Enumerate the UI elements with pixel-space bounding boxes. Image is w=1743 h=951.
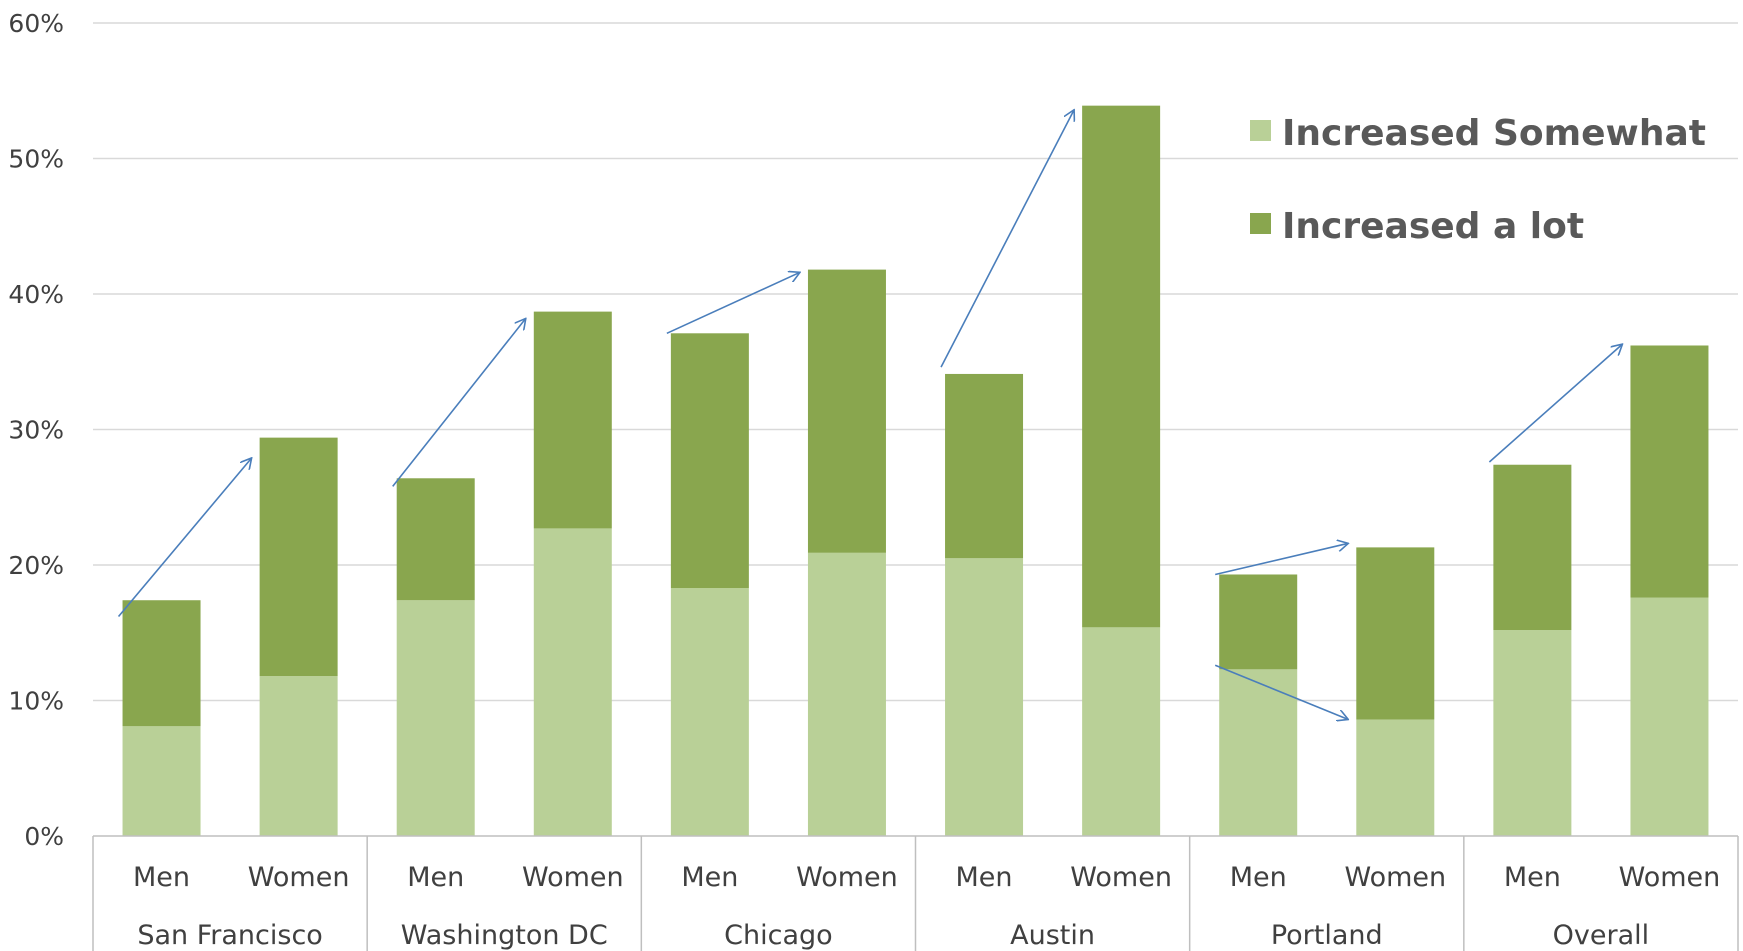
bar-segment-increased-somewhat [1219, 669, 1298, 836]
y-tick-label: 20% [8, 551, 64, 580]
group-label: Austin [1010, 920, 1095, 951]
bar-segment-increased-a-lot [1219, 574, 1298, 670]
x-tick-label-women: Women [1619, 862, 1721, 893]
y-tick-label: 60% [8, 9, 64, 38]
bar-segment-increased-a-lot [533, 311, 612, 529]
legend-label-increased-somewhat: Increased Somewhat [1282, 113, 1706, 154]
bar-segment-increased-a-lot [1356, 547, 1435, 720]
y-tick-label: 10% [8, 687, 64, 716]
y-tick-label: 0% [24, 822, 64, 851]
trend-arrow [1214, 664, 1348, 719]
bar-segment-increased-a-lot [1493, 464, 1572, 631]
bar-segment-increased-a-lot [945, 373, 1024, 559]
x-tick-label-women: Women [796, 862, 898, 893]
y-tick-label: 30% [8, 416, 64, 445]
legend-swatch-increased-somewhat [1250, 120, 1271, 141]
x-tick-label-men: Men [1230, 862, 1287, 893]
x-axis: Men Women San Francisco Men Women Washington … [92, 835, 1739, 951]
group-label: Washington DC [401, 920, 608, 951]
bar-segment-increased-somewhat [1356, 719, 1435, 836]
x-tick-label-men: Men [681, 862, 738, 893]
bar-segment-increased-somewhat [670, 588, 749, 836]
x-tick-label-women: Women [522, 862, 624, 893]
bar-segment-increased-somewhat [945, 558, 1024, 836]
bar-segment-increased-somewhat [1082, 627, 1161, 836]
bar-segment-increased-somewhat [396, 600, 475, 836]
x-tick-label-women: Women [1344, 862, 1446, 893]
x-tick-label-men: Men [956, 862, 1013, 893]
bar-segment-increased-a-lot [396, 478, 475, 601]
bar-segment-increased-a-lot [122, 600, 201, 727]
trend-arrow [1488, 344, 1622, 463]
group-label: San Francisco [137, 920, 322, 951]
bar-segment-increased-somewhat [807, 552, 886, 836]
x-tick-label-women: Women [1070, 862, 1172, 893]
bar-segment-increased-somewhat [1630, 597, 1709, 836]
x-tick-label-men: Men [1504, 862, 1561, 893]
bar-segment-increased-somewhat [1493, 630, 1572, 836]
bar-segment-increased-somewhat [122, 726, 201, 836]
legend: Increased Somewhat Increased a lot [1250, 113, 1706, 247]
bar-segment-increased-somewhat [259, 676, 338, 836]
bar-segment-increased-a-lot [1082, 105, 1161, 628]
trend-arrow [666, 272, 800, 335]
trend-arrow [1215, 543, 1348, 576]
x-tick-label-women: Women [248, 862, 350, 893]
bar-segment-increased-a-lot [1630, 345, 1709, 598]
group-label: Chicago [724, 920, 833, 951]
gridlines: 0% 10% 20% 30% 40% 50% 60% [8, 9, 1738, 851]
bar-segment-increased-a-lot [259, 437, 338, 677]
trend-arrow [392, 318, 526, 487]
bar-segment-increased-somewhat [533, 528, 612, 836]
x-tick-label-men: Men [133, 862, 190, 893]
trend-arrow [117, 458, 252, 618]
y-tick-label: 50% [8, 145, 64, 174]
group-label: Portland [1271, 920, 1383, 951]
legend-swatch-increased-a-lot [1250, 213, 1271, 234]
y-tick-label: 40% [8, 280, 64, 309]
bar-segment-increased-a-lot [670, 333, 749, 589]
legend-label-increased-a-lot: Increased a lot [1282, 206, 1584, 247]
bars [122, 105, 1709, 836]
bar-segment-increased-a-lot [807, 269, 886, 553]
x-tick-label-men: Men [407, 862, 464, 893]
group-label: Overall [1553, 920, 1650, 951]
trend-arrow [940, 110, 1074, 368]
arrows [117, 110, 1623, 720]
